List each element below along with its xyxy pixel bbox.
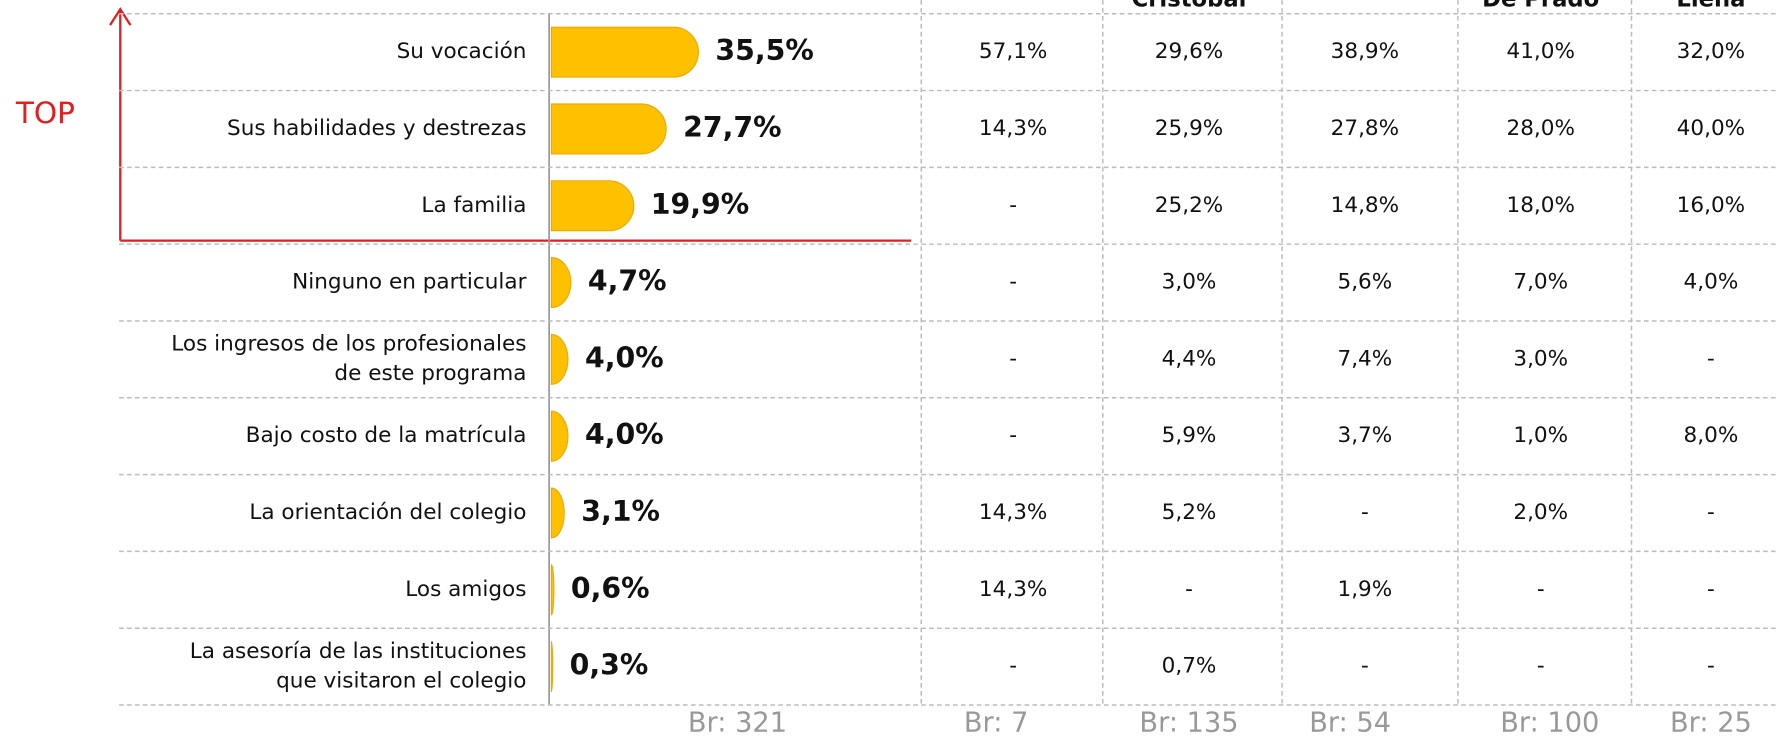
- bar: [550, 487, 565, 539]
- table-cell: 1,0%: [1513, 423, 1568, 448]
- table-cell: -: [1009, 346, 1017, 371]
- value-label: 3,1%: [581, 495, 660, 528]
- category-label: Bajo costo de la matrícula: [246, 423, 527, 448]
- table-cell: 29,6%: [1155, 39, 1223, 64]
- base-label: Br: 54: [1309, 707, 1391, 738]
- table-cell: 7,0%: [1513, 270, 1568, 295]
- bar: [550, 333, 569, 385]
- table-cell: -: [1009, 423, 1017, 448]
- column-header: Cristobal: [1132, 0, 1247, 13]
- column-header: Llena: [1676, 0, 1745, 13]
- table-cell: 0,7%: [1162, 654, 1217, 679]
- bar: [550, 180, 635, 232]
- table-cell: 38,9%: [1331, 39, 1399, 64]
- table-cell: 57,1%: [979, 39, 1047, 64]
- table-cell: 27,8%: [1331, 116, 1399, 141]
- table-cell: 14,3%: [979, 116, 1047, 141]
- value-label: 0,6%: [571, 572, 650, 605]
- value-label: 35,5%: [715, 34, 813, 67]
- column-header: De Prado: [1482, 0, 1599, 13]
- table-cell: 14,3%: [979, 577, 1047, 602]
- category-label: Ninguno en particular: [292, 270, 526, 295]
- bar: [550, 103, 667, 155]
- table-cell: 2,0%: [1513, 500, 1568, 525]
- table-cell: 4,0%: [1684, 270, 1739, 295]
- table-cell: -: [1009, 270, 1017, 295]
- value-label: 4,7%: [588, 265, 667, 298]
- category-label: Los amigos: [405, 577, 526, 602]
- table-cell: 8,0%: [1684, 423, 1739, 448]
- table-cell: 28,0%: [1507, 116, 1575, 141]
- value-label: 19,9%: [651, 188, 749, 221]
- bar: [550, 26, 699, 78]
- table-cell: -: [1707, 654, 1715, 679]
- table-cell: 7,4%: [1338, 346, 1393, 371]
- table-cell: -: [1361, 654, 1369, 679]
- bar: [550, 641, 554, 693]
- table-cell: 5,2%: [1162, 500, 1217, 525]
- table-cell: 1,9%: [1338, 577, 1393, 602]
- base-label: Br: 135: [1139, 707, 1238, 738]
- table-cell: 14,8%: [1331, 193, 1399, 218]
- value-label: 4,0%: [585, 418, 664, 451]
- table-cell: -: [1361, 500, 1369, 525]
- bar: [550, 410, 569, 462]
- category-label: Sus habilidades y destrezas: [227, 116, 526, 141]
- table-cell: 25,9%: [1155, 116, 1223, 141]
- annotation: TOP: [15, 96, 75, 130]
- table-cell: 5,6%: [1338, 270, 1393, 295]
- value-label: 0,3%: [570, 649, 649, 682]
- table-cell: 3,0%: [1513, 346, 1568, 371]
- top-arrowhead: [109, 7, 132, 26]
- category-label: Los ingresos de los profesionales de este…: [171, 332, 526, 386]
- table-cell: 3,0%: [1162, 270, 1217, 295]
- table-cell: 40,0%: [1677, 116, 1745, 141]
- table-cell: -: [1009, 654, 1017, 679]
- table-cell: 41,0%: [1507, 39, 1575, 64]
- category-label: La orientación del colegio: [249, 500, 526, 525]
- value-label: 27,7%: [683, 111, 781, 144]
- table-cell: 4,4%: [1162, 346, 1217, 371]
- table-cell: -: [1707, 577, 1715, 602]
- table-cell: -: [1537, 577, 1545, 602]
- table-cell: 32,0%: [1677, 39, 1745, 64]
- table-cell: -: [1009, 193, 1017, 218]
- table-cell: 5,9%: [1162, 423, 1217, 448]
- base-label: Br: 100: [1500, 707, 1599, 738]
- table-cell: -: [1185, 577, 1193, 602]
- base-label: Br: 25: [1670, 707, 1752, 738]
- bar: [550, 257, 572, 309]
- table-cell: 18,0%: [1507, 193, 1575, 218]
- table-cell: 16,0%: [1677, 193, 1745, 218]
- table-cell: 14,3%: [979, 500, 1047, 525]
- table-cell: -: [1707, 500, 1715, 525]
- bar: [550, 564, 555, 616]
- table-cell: 3,7%: [1338, 423, 1393, 448]
- table-cell: -: [1707, 346, 1715, 371]
- category-label: La familia: [421, 193, 526, 218]
- base-label: Br: 7: [964, 707, 1029, 738]
- value-label: 4,0%: [585, 341, 664, 374]
- base-label: Br: 321: [688, 707, 787, 738]
- table-cell: -: [1537, 654, 1545, 679]
- table-cell: 25,2%: [1155, 193, 1223, 218]
- category-label: Su vocación: [397, 39, 527, 64]
- category-label: La asesoría de las instituciones que visi…: [190, 639, 527, 693]
